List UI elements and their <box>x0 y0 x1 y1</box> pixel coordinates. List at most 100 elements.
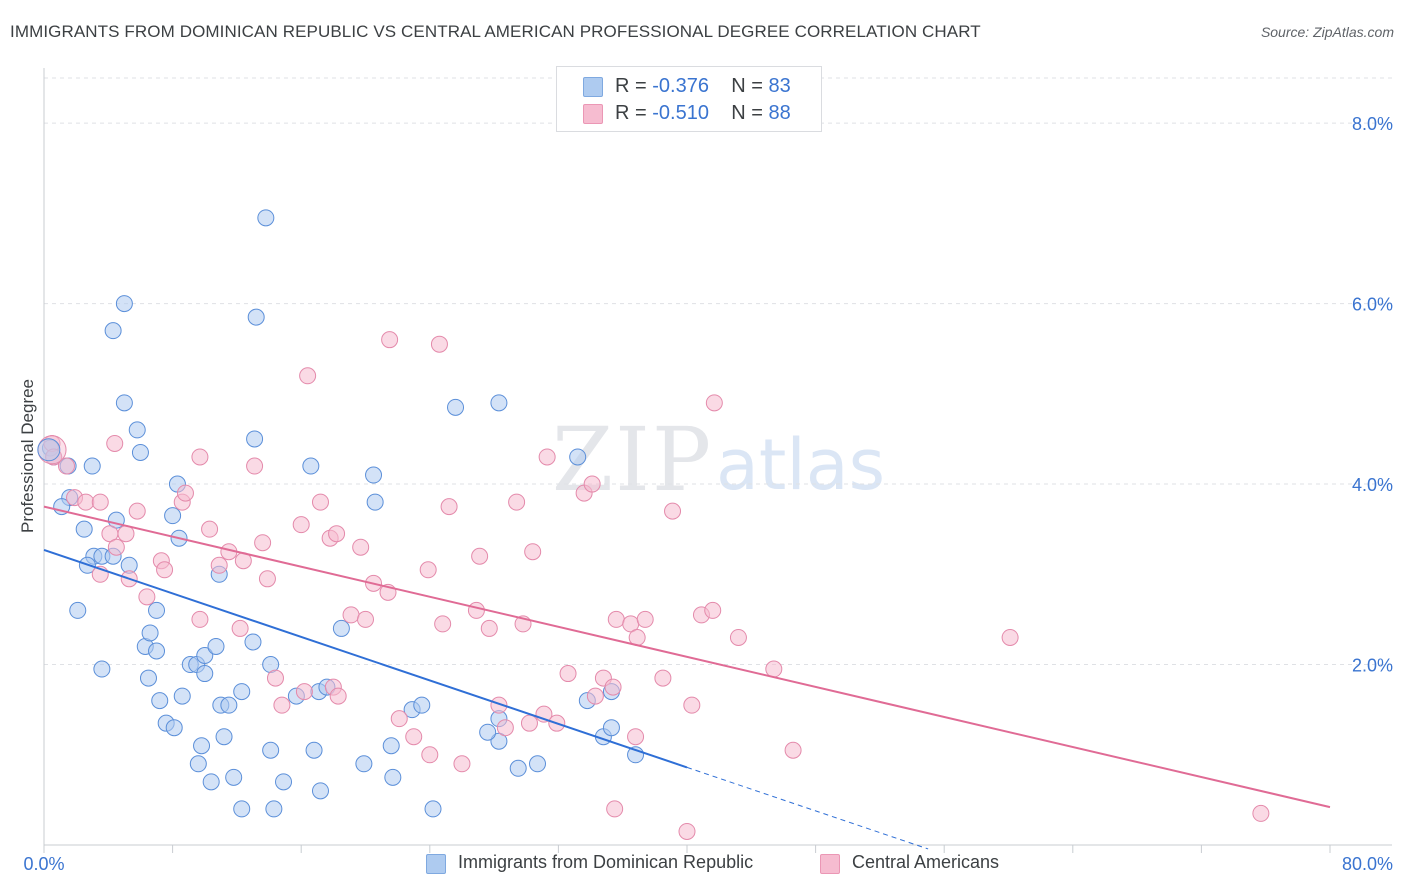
stats-text: R = -0.376 N = 83 <box>615 75 791 97</box>
point-dominican <box>93 660 111 678</box>
point-dominican <box>479 723 497 741</box>
point-dominican <box>207 637 225 655</box>
point-dominican <box>164 507 182 525</box>
point-dominican <box>384 768 402 786</box>
point-dominican <box>246 430 264 448</box>
point-central-american <box>538 448 556 466</box>
point-central-american <box>246 457 264 475</box>
point-central-american <box>583 475 601 493</box>
y-tick-label: 2.0% <box>1352 656 1393 676</box>
point-central-american <box>357 610 374 628</box>
point-central-american <box>467 601 485 619</box>
point-central-american <box>295 683 313 701</box>
point-dominican <box>220 696 238 714</box>
point-central-american <box>191 448 209 466</box>
n-value: 83 <box>768 75 791 97</box>
point-dominican <box>302 457 320 475</box>
point-central-american <box>77 493 95 511</box>
point-dominican <box>447 398 465 416</box>
point-central-american <box>273 696 291 714</box>
point-central-american <box>128 502 146 520</box>
point-central-american <box>606 800 624 818</box>
point-central-american <box>636 610 654 628</box>
point-dominican <box>196 647 214 665</box>
point-central-american <box>729 628 747 646</box>
point-dominican <box>382 737 400 755</box>
point-dominican <box>173 687 191 705</box>
point-dominican <box>355 755 373 773</box>
trend-extension-dominican <box>686 766 929 850</box>
point-central-american <box>1252 804 1270 822</box>
point-dominican <box>115 394 133 412</box>
point-dominican <box>233 683 251 701</box>
point-central-american <box>1001 628 1019 646</box>
point-dominican <box>529 755 547 773</box>
point-central-american <box>421 746 439 764</box>
point-central-american <box>292 516 310 534</box>
legend-label: Immigrants from Dominican Republic <box>458 852 754 872</box>
point-dominican <box>196 665 214 683</box>
point-dominican <box>75 520 93 538</box>
point-dominican <box>311 782 329 800</box>
point-central-american <box>201 520 219 538</box>
point-central-american <box>156 561 174 579</box>
point-central-american <box>106 434 124 452</box>
point-dominican <box>189 755 207 773</box>
point-central-american <box>559 665 577 683</box>
point-central-american <box>471 547 489 565</box>
x-tick-label: 0.0% <box>23 854 64 874</box>
point-central-american <box>390 710 408 728</box>
legend-swatch-central-american <box>820 854 840 874</box>
point-central-american <box>58 457 76 475</box>
point-dominican <box>151 692 169 710</box>
point-dominican <box>104 322 122 340</box>
y-tick-label: 4.0% <box>1352 475 1393 495</box>
point-central-american <box>607 610 625 628</box>
axes <box>43 68 1392 853</box>
point-central-american <box>91 493 109 511</box>
point-dominican <box>141 624 159 642</box>
y-tick-label: 6.0% <box>1352 295 1393 315</box>
point-central-american <box>258 570 276 588</box>
trend-line-central-american <box>43 505 1331 809</box>
point-dominican <box>602 719 620 737</box>
point-central-american <box>705 394 723 412</box>
stats-text: R = -0.510 N = 88 <box>615 102 791 124</box>
point-central-american <box>342 606 360 624</box>
point-dominican <box>275 773 293 791</box>
x-tick-label: 80.0% <box>1342 854 1393 874</box>
point-dominican <box>202 773 220 791</box>
series-legend: Immigrants from Dominican Republic Centr… <box>0 852 1406 878</box>
point-dominican <box>165 719 183 737</box>
point-central-american <box>107 538 125 556</box>
point-dominican <box>247 308 265 326</box>
y-tick-label: 8.0% <box>1352 114 1393 134</box>
point-central-american <box>254 534 272 552</box>
point-central-american <box>604 678 622 696</box>
point-dominican <box>83 457 101 475</box>
point-central-american <box>765 660 783 678</box>
point-central-american <box>453 755 471 773</box>
point-central-american <box>480 619 498 637</box>
point-central-american <box>352 538 370 556</box>
point-dominican <box>128 421 146 439</box>
point-central-american <box>520 714 538 732</box>
y-axis-label: Professional Degree <box>18 378 37 534</box>
point-central-american <box>266 669 284 687</box>
point-dominican <box>424 800 442 818</box>
stats-legend: R = -0.376 N = 83 R = -0.510 N = 88 <box>556 66 822 132</box>
point-dominican <box>115 295 133 313</box>
trend-lines <box>43 505 1331 850</box>
chart-title: IMMIGRANTS FROM DOMINICAN REPUBLIC VS CE… <box>10 22 981 41</box>
legend-label: Central Americans <box>852 852 1000 872</box>
point-dominican <box>244 633 262 651</box>
point-central-american <box>191 610 209 628</box>
point-central-american <box>678 822 696 840</box>
point-central-american <box>176 484 194 502</box>
point-central-american <box>231 619 249 637</box>
point-central-american <box>654 669 672 687</box>
point-dominican <box>305 741 323 759</box>
r-value: -0.376 <box>652 75 709 97</box>
tick-labels: 2.0% 4.0% 6.0% 8.0% 0.0% 80.0% <box>23 114 1393 874</box>
point-dominican <box>148 601 166 619</box>
